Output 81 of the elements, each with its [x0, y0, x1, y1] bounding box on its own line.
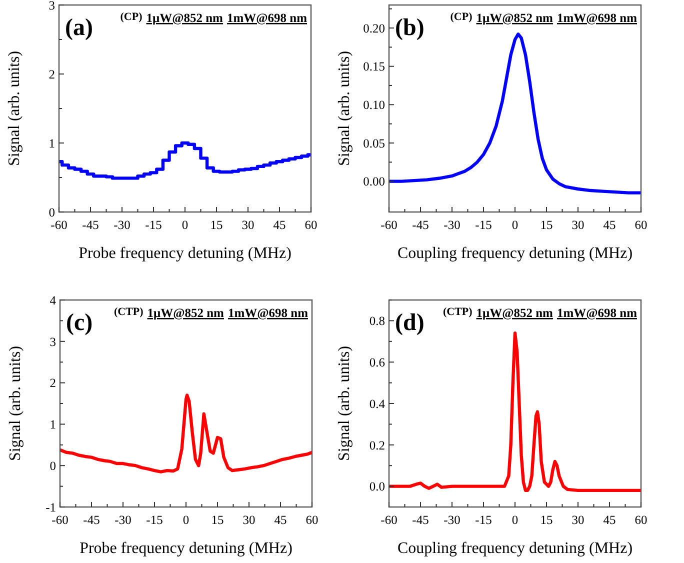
x-tick-label: -45	[82, 218, 99, 232]
y-tick-label: 0.0	[369, 480, 385, 494]
x-tick-label: 15	[210, 218, 223, 232]
y-tick-label: 0.2	[369, 438, 385, 452]
annotation: 1mW@698 nm	[556, 306, 638, 320]
annotation: 1mW@698 nm	[556, 11, 638, 25]
y-tick-label: 0.10	[363, 98, 385, 112]
y-tick-label: 1	[50, 418, 56, 432]
y-tick-label: 0.15	[363, 60, 385, 74]
x-tick-label: -45	[412, 513, 429, 527]
line-series	[60, 394, 312, 474]
x-tick-label: 0	[512, 513, 518, 527]
annotation: 1mW@698 nm	[228, 306, 309, 320]
x-tick-label: 60	[306, 513, 318, 527]
x-tick-label: -15	[475, 513, 492, 527]
x-tick-label: 0	[182, 218, 188, 232]
chart-title: (b)	[395, 15, 424, 41]
x-tick-label: -45	[412, 218, 429, 232]
x-tick-label: 30	[572, 218, 584, 232]
x-tick-label: -30	[444, 218, 460, 232]
x-axis-title: Coupling frequency detuning (MHz)	[397, 245, 633, 262]
x-tick-label: 30	[572, 513, 584, 527]
annotation: 1μW@852 nm	[476, 11, 554, 25]
x-tick-label: -15	[146, 513, 163, 527]
y-tick-label: 2	[50, 376, 56, 390]
y-tick-label: 0.00	[363, 174, 385, 189]
x-tick-label: 0	[512, 218, 518, 232]
x-tick-label: -30	[114, 218, 130, 232]
y-axis-title: Signal (arb. units)	[336, 50, 353, 166]
x-tick-label: 45	[603, 218, 616, 232]
x-axis-title: Probe frequency detuning (MHz)	[78, 245, 292, 262]
x-tick-label: 30	[242, 218, 254, 232]
x-tick-label: -60	[380, 218, 398, 232]
x-tick-label: -15	[145, 218, 162, 232]
x-tick-label: -60	[52, 513, 68, 527]
y-tick-label: 0	[48, 205, 55, 220]
annotation: 1μW@852 nm	[146, 11, 224, 25]
x-tick-label: 0	[182, 513, 190, 527]
x-tick-label: -60	[380, 513, 398, 527]
annotation: 1μW@852 nm	[147, 306, 225, 320]
chart-title: (c)	[66, 310, 93, 336]
x-tick-label: -30	[114, 513, 132, 527]
y-tick-label: 0.6	[369, 355, 385, 370]
x-tick-label: 15	[211, 513, 224, 527]
annotation: (CTP)	[442, 306, 473, 318]
y-tick-label: 3	[50, 334, 56, 349]
annotation: 1mW@698 nm	[226, 11, 308, 25]
annotation: (CTP)	[114, 306, 144, 318]
x-tick-label: 60	[634, 218, 648, 232]
y-tick-label: 0.4	[369, 396, 386, 411]
x-tick-label: 60	[634, 513, 648, 527]
x-tick-label: -30	[444, 513, 460, 527]
x-tick-label: 45	[273, 218, 286, 232]
y-tick-label: 1	[48, 136, 55, 150]
chart-title: (d)	[395, 310, 424, 336]
x-tick-label: -45	[83, 513, 100, 527]
x-tick-label: 60	[304, 218, 318, 232]
x-axis-title: Probe frequency detuning (MHz)	[80, 540, 292, 557]
x-tick-label: 15	[540, 218, 553, 232]
annotation: 1μW@852 nm	[476, 306, 554, 320]
y-tick-label: 0.05	[363, 136, 385, 150]
y-axis-title: Signal (arb. units)	[7, 346, 24, 462]
x-tick-label: 30	[242, 513, 256, 527]
x-axis-title: Coupling frequency detuning (MHz)	[397, 540, 633, 557]
y-tick-label: 0.8	[369, 314, 385, 328]
y-axis-title: Signal (arb. units)	[336, 346, 353, 462]
y-tick-label: 4	[50, 293, 57, 308]
y-tick-label: -1	[46, 500, 56, 514]
y-tick-label: 3	[48, 0, 55, 12]
y-tick-label: 2	[48, 67, 55, 82]
x-tick-label: 15	[540, 513, 553, 527]
y-axis-title: Signal (arb. units)	[6, 50, 23, 166]
y-tick-label: 0	[50, 458, 56, 473]
annotation: (CP)	[450, 11, 473, 23]
annotation: (CP)	[120, 11, 143, 23]
x-tick-label: -60	[50, 218, 68, 232]
y-tick-label: 0.20	[363, 21, 385, 36]
x-tick-label: 45	[603, 513, 616, 527]
chart-title: (a)	[65, 15, 93, 41]
x-tick-label: -15	[475, 218, 492, 232]
x-tick-label: 45	[274, 513, 287, 527]
